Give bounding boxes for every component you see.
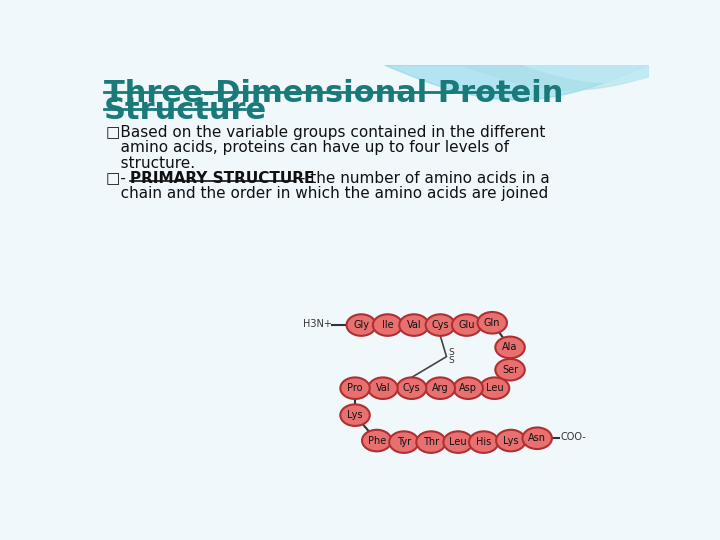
Ellipse shape <box>368 377 397 399</box>
Ellipse shape <box>373 314 402 336</box>
Ellipse shape <box>362 430 392 451</box>
Text: Cys: Cys <box>431 320 449 330</box>
Text: Three-Dimensional Protein: Three-Dimensional Protein <box>104 79 563 107</box>
Ellipse shape <box>480 377 509 399</box>
Ellipse shape <box>426 314 455 336</box>
Text: Gly: Gly <box>354 320 369 330</box>
Text: □-: □- <box>106 171 130 186</box>
Text: His: His <box>476 437 491 447</box>
Ellipse shape <box>496 430 526 451</box>
Text: Val: Val <box>376 383 390 393</box>
Text: Cys: Cys <box>402 383 420 393</box>
Text: H3N+: H3N+ <box>303 319 332 328</box>
Text: PRIMARY STRUCTURE: PRIMARY STRUCTURE <box>130 171 315 186</box>
Ellipse shape <box>416 431 446 453</box>
Ellipse shape <box>341 404 370 426</box>
Text: Ala: Ala <box>503 342 518 353</box>
Text: Glu: Glu <box>459 320 475 330</box>
Text: Gln: Gln <box>484 318 500 328</box>
Text: Lys: Lys <box>347 410 363 420</box>
Text: Asn: Asn <box>528 433 546 443</box>
Ellipse shape <box>469 431 498 453</box>
Ellipse shape <box>454 377 483 399</box>
Text: Lys: Lys <box>503 436 518 446</box>
Ellipse shape <box>397 377 426 399</box>
Text: COO-: COO- <box>560 433 586 442</box>
Ellipse shape <box>444 431 473 453</box>
Text: Leu: Leu <box>486 383 503 393</box>
Text: Phe: Phe <box>368 436 386 446</box>
Ellipse shape <box>341 377 370 399</box>
Ellipse shape <box>399 314 428 336</box>
Text: Thr: Thr <box>423 437 439 447</box>
Ellipse shape <box>495 336 525 358</box>
Text: chain and the order in which the amino acids are joined: chain and the order in which the amino a… <box>106 186 548 201</box>
Ellipse shape <box>477 312 507 334</box>
Text: structure.: structure. <box>106 156 194 171</box>
Text: Arg: Arg <box>432 383 449 393</box>
Text: Ser: Ser <box>502 364 518 375</box>
Text: - the number of amino acids in a: - the number of amino acids in a <box>295 171 550 186</box>
Text: Pro: Pro <box>347 383 363 393</box>
Ellipse shape <box>495 359 525 381</box>
Text: Val: Val <box>407 320 421 330</box>
Text: Ile: Ile <box>382 320 393 330</box>
Ellipse shape <box>523 428 552 449</box>
Ellipse shape <box>389 431 418 453</box>
Ellipse shape <box>452 314 482 336</box>
Text: S: S <box>449 356 454 365</box>
Text: amino acids, proteins can have up to four levels of: amino acids, proteins can have up to fou… <box>106 140 508 156</box>
Text: □Based on the variable groups contained in the different: □Based on the variable groups contained … <box>106 125 545 140</box>
Ellipse shape <box>346 314 376 336</box>
Text: Structure: Structure <box>104 96 267 125</box>
Text: Tyr: Tyr <box>397 437 411 447</box>
Text: Leu: Leu <box>449 437 467 447</box>
Text: Asp: Asp <box>459 383 477 393</box>
Ellipse shape <box>426 377 455 399</box>
Text: S: S <box>449 348 454 357</box>
